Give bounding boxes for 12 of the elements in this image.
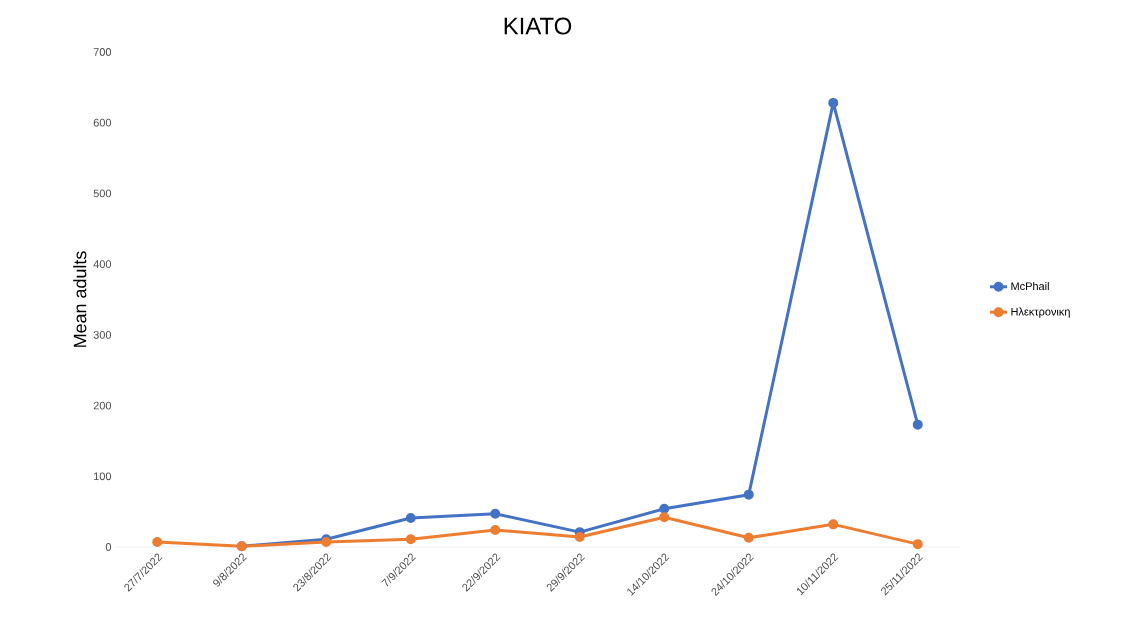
y-tick-label: 200: [93, 401, 112, 410]
y-tick-label: 300: [93, 330, 112, 339]
y-tick-label: 400: [93, 260, 112, 269]
legend-label: McPhail: [1011, 282, 1049, 291]
chart-title: ΚΙΑΤΟ: [504, 17, 572, 35]
legend-label: Ηλεκτρονικη: [1011, 307, 1070, 318]
y-tick-label: 500: [93, 189, 112, 198]
y-tick-label: 0: [105, 543, 112, 551]
y-axis-title: Mean adults: [73, 251, 87, 347]
y-tick-label: 100: [94, 472, 112, 481]
y-tick-label: 700: [93, 48, 112, 56]
y-tick-label: 600: [93, 118, 112, 127]
